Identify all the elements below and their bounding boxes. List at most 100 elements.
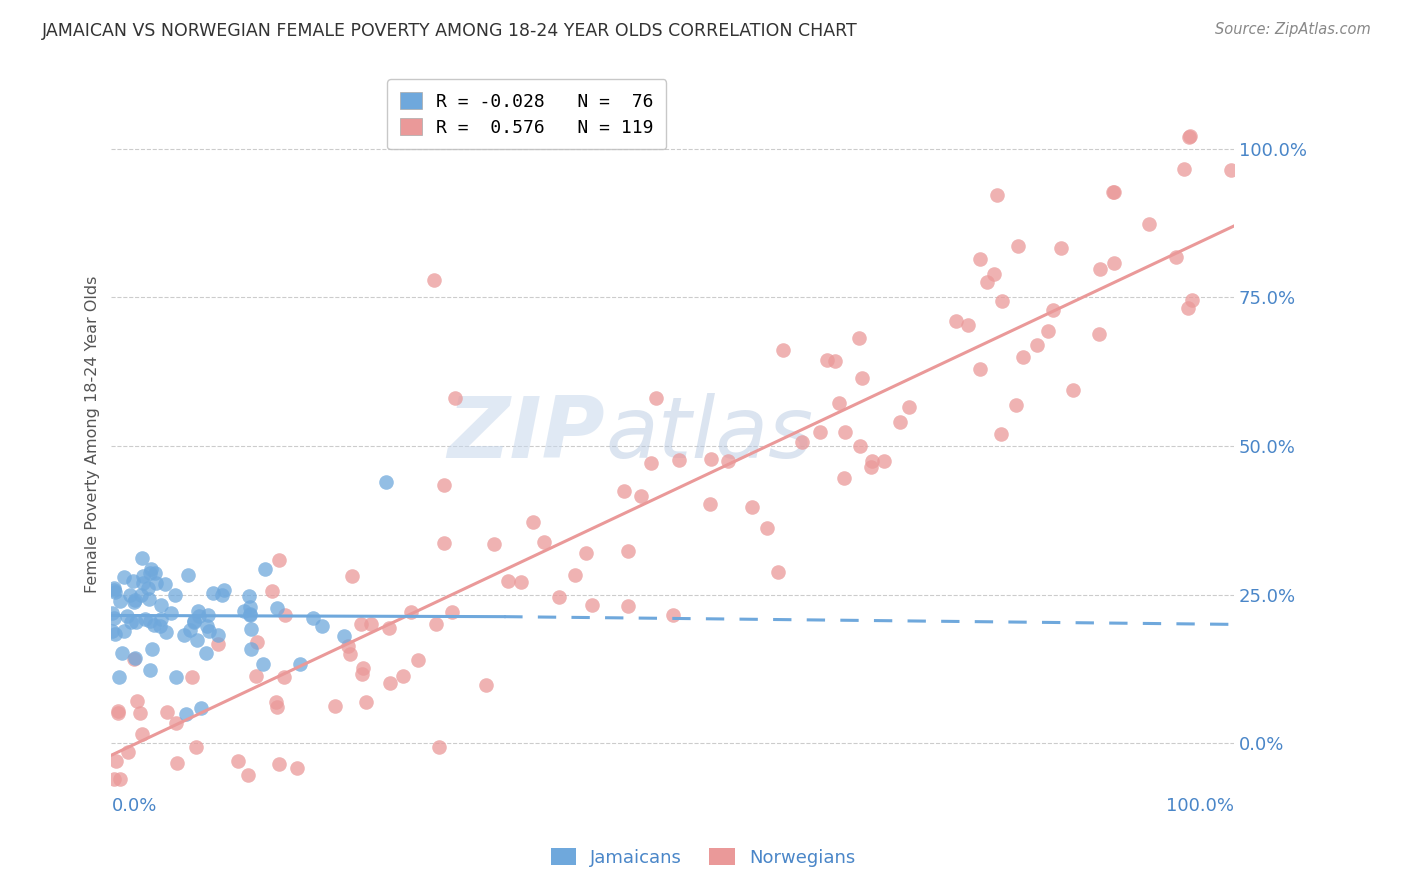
- Point: [378, 675, 401, 690]
- Point: [792, 434, 814, 449]
- Point: [143, 566, 166, 581]
- Point: [976, 275, 998, 289]
- Text: Source: ZipAtlas.com: Source: ZipAtlas.com: [1215, 22, 1371, 37]
- Point: [1181, 293, 1204, 307]
- Point: [423, 272, 446, 286]
- Point: [859, 460, 882, 475]
- Point: [990, 426, 1012, 441]
- Point: [207, 628, 229, 642]
- Point: [120, 615, 142, 629]
- Point: [399, 605, 422, 619]
- Point: [849, 438, 872, 452]
- Point: [125, 693, 148, 707]
- Point: [138, 592, 160, 607]
- Point: [112, 570, 135, 584]
- Y-axis label: Female Poverty Among 18-24 Year Olds: Female Poverty Among 18-24 Year Olds: [86, 276, 100, 593]
- Point: [717, 454, 740, 468]
- Point: [378, 622, 401, 636]
- Point: [1173, 162, 1195, 177]
- Point: [110, 772, 132, 786]
- Point: [1087, 326, 1109, 341]
- Point: [107, 706, 129, 720]
- Point: [141, 641, 163, 656]
- Point: [630, 489, 652, 503]
- Point: [184, 739, 207, 754]
- Point: [1088, 261, 1111, 276]
- Point: [1102, 185, 1125, 199]
- Point: [239, 599, 262, 614]
- Point: [165, 670, 187, 684]
- Point: [134, 612, 156, 626]
- Point: [197, 608, 219, 623]
- Point: [156, 705, 179, 719]
- Point: [640, 456, 662, 470]
- Point: [1038, 324, 1060, 338]
- Point: [166, 756, 188, 770]
- Point: [132, 569, 155, 583]
- Point: [873, 454, 896, 468]
- Point: [1178, 129, 1201, 144]
- Point: [808, 425, 831, 439]
- Point: [174, 707, 197, 722]
- Point: [181, 670, 204, 684]
- Point: [772, 343, 794, 358]
- Point: [1007, 239, 1029, 253]
- Point: [564, 568, 586, 582]
- Point: [350, 616, 373, 631]
- Point: [125, 615, 148, 629]
- Point: [613, 483, 636, 498]
- Point: [194, 646, 217, 660]
- Point: [238, 767, 260, 781]
- Point: [131, 550, 153, 565]
- Point: [121, 574, 143, 589]
- Text: 100.0%: 100.0%: [1166, 797, 1234, 814]
- Point: [662, 608, 685, 623]
- Point: [129, 588, 152, 602]
- Point: [969, 252, 991, 267]
- Point: [986, 187, 1008, 202]
- Point: [183, 614, 205, 628]
- Point: [155, 625, 177, 640]
- Point: [139, 566, 162, 580]
- Point: [267, 553, 290, 567]
- Point: [104, 626, 127, 640]
- Point: [325, 699, 347, 714]
- Point: [264, 695, 287, 709]
- Point: [143, 617, 166, 632]
- Point: [889, 415, 911, 429]
- Point: [207, 637, 229, 651]
- Point: [186, 632, 208, 647]
- Point: [406, 653, 429, 667]
- Point: [202, 585, 225, 599]
- Point: [240, 622, 263, 636]
- Point: [311, 618, 333, 632]
- Point: [301, 611, 323, 625]
- Legend: Jamaicans, Norwegians: Jamaicans, Norwegians: [544, 841, 862, 874]
- Point: [266, 601, 288, 615]
- Point: [533, 535, 555, 549]
- Point: [1062, 383, 1084, 397]
- Point: [107, 704, 129, 718]
- Point: [575, 546, 598, 560]
- Point: [433, 536, 456, 550]
- Point: [254, 562, 277, 576]
- Point: [815, 353, 838, 368]
- Point: [108, 594, 131, 608]
- Point: [392, 669, 415, 683]
- Point: [188, 609, 211, 624]
- Point: [266, 700, 288, 714]
- Point: [120, 588, 142, 602]
- Point: [339, 648, 361, 662]
- Point: [496, 574, 519, 588]
- Point: [141, 562, 163, 576]
- Point: [333, 629, 356, 643]
- Point: [1177, 301, 1199, 315]
- Point: [288, 657, 311, 671]
- Point: [482, 537, 505, 551]
- Point: [1166, 250, 1188, 264]
- Point: [834, 471, 856, 485]
- Point: [848, 330, 870, 344]
- Point: [433, 477, 456, 491]
- Point: [645, 391, 668, 405]
- Point: [1102, 185, 1125, 199]
